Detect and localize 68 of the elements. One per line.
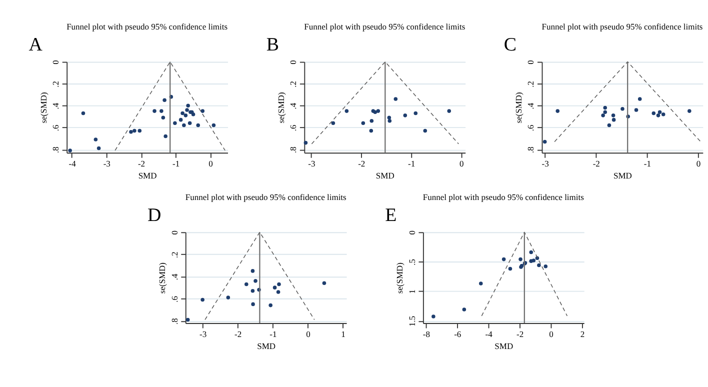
y-tick-label: .8	[288, 146, 298, 154]
y-tick-label: .6	[288, 124, 298, 132]
x-tick-label: 2	[580, 328, 585, 339]
x-axis-title: SMD	[257, 341, 276, 352]
x-tick-label: 0	[306, 328, 310, 339]
x-axis-title: SMD	[613, 170, 632, 181]
x-tick-label: -1	[644, 158, 652, 168]
x-tick-label: -1	[172, 158, 180, 168]
chart-title: Funnel plot with pseudo 95% confidence limits	[185, 192, 346, 202]
y-tick-label: 0	[526, 60, 536, 64]
x-tick-label: -2	[234, 328, 242, 339]
y-tick-label: 1	[406, 290, 417, 294]
y-tick-label: .2	[288, 80, 298, 88]
text: B	[266, 34, 279, 56]
y-tick-label: .5	[406, 258, 417, 266]
x-tick-label: -3	[542, 158, 549, 168]
y-tick-label: .8	[169, 318, 180, 324]
y-tick-label: .4	[526, 102, 536, 110]
chart-title: Funnel plot with pseudo 95% confidence limits	[422, 192, 584, 202]
chart-title: Funnel plot with pseudo 95% confidence limits	[542, 22, 703, 32]
text: C	[504, 34, 517, 56]
x-tick-label: 0	[549, 328, 554, 339]
y-tick-label: .6	[50, 124, 61, 132]
x-tick-label: -2	[358, 158, 366, 168]
x-tick-label: -8	[422, 328, 430, 339]
x-tick-label: -4	[68, 158, 77, 168]
x-tick-label: 1	[341, 328, 346, 339]
y-tick-label: .2	[526, 80, 536, 88]
x-tick-label: -2	[138, 158, 146, 168]
chart-title: Funnel plot with pseudo 95% confidence limits	[304, 22, 466, 32]
x-tick-label: -4	[485, 328, 494, 339]
y-tick-label: 1.5	[406, 316, 417, 326]
y-axis-title: se(SMD)	[394, 262, 405, 294]
y-tick-label: .2	[169, 252, 180, 258]
x-tick-label: 0	[208, 158, 213, 168]
y-axis-title: se(SMD)	[276, 92, 286, 124]
text: E	[385, 204, 397, 226]
y-tick-label: 0	[406, 230, 417, 235]
y-tick-label: .4	[50, 102, 61, 110]
x-tick-label: -3	[199, 328, 207, 339]
y-tick-label: .8	[50, 146, 61, 154]
x-axis-title: SMD	[494, 341, 514, 352]
x-tick-label: -2	[592, 158, 600, 168]
x-tick-label: -2	[516, 328, 524, 339]
x-axis-title: SMD	[376, 170, 394, 181]
y-axis-title: se(SMD)	[157, 262, 168, 294]
x-tick-label: -6	[454, 328, 462, 339]
y-tick-label: 0	[288, 60, 298, 64]
y-tick-label: .2	[50, 80, 61, 88]
y-axis-title: se(SMD)	[513, 92, 524, 124]
x-tick-label: 0	[459, 158, 464, 168]
x-tick-label: -3	[103, 158, 110, 168]
y-tick-label: .8	[526, 146, 536, 154]
x-tick-label: -1	[408, 158, 416, 168]
y-axis-title: se(SMD)	[38, 92, 48, 124]
y-tick-label: .6	[169, 296, 180, 302]
x-axis-title: SMD	[138, 170, 157, 181]
text: D	[148, 204, 162, 226]
text: A	[28, 34, 43, 56]
x-tick-label: -1	[270, 328, 277, 339]
y-tick-label: 0	[169, 230, 180, 235]
y-tick-label: .4	[288, 102, 298, 110]
chart-title: Funnel plot with pseudo 95% confidence limits	[66, 22, 228, 32]
y-tick-label: 0	[50, 60, 61, 64]
x-tick-label: -3	[308, 158, 316, 168]
y-tick-label: .4	[169, 273, 180, 280]
x-tick-label: 0	[696, 158, 701, 168]
y-tick-label: .6	[526, 124, 536, 132]
